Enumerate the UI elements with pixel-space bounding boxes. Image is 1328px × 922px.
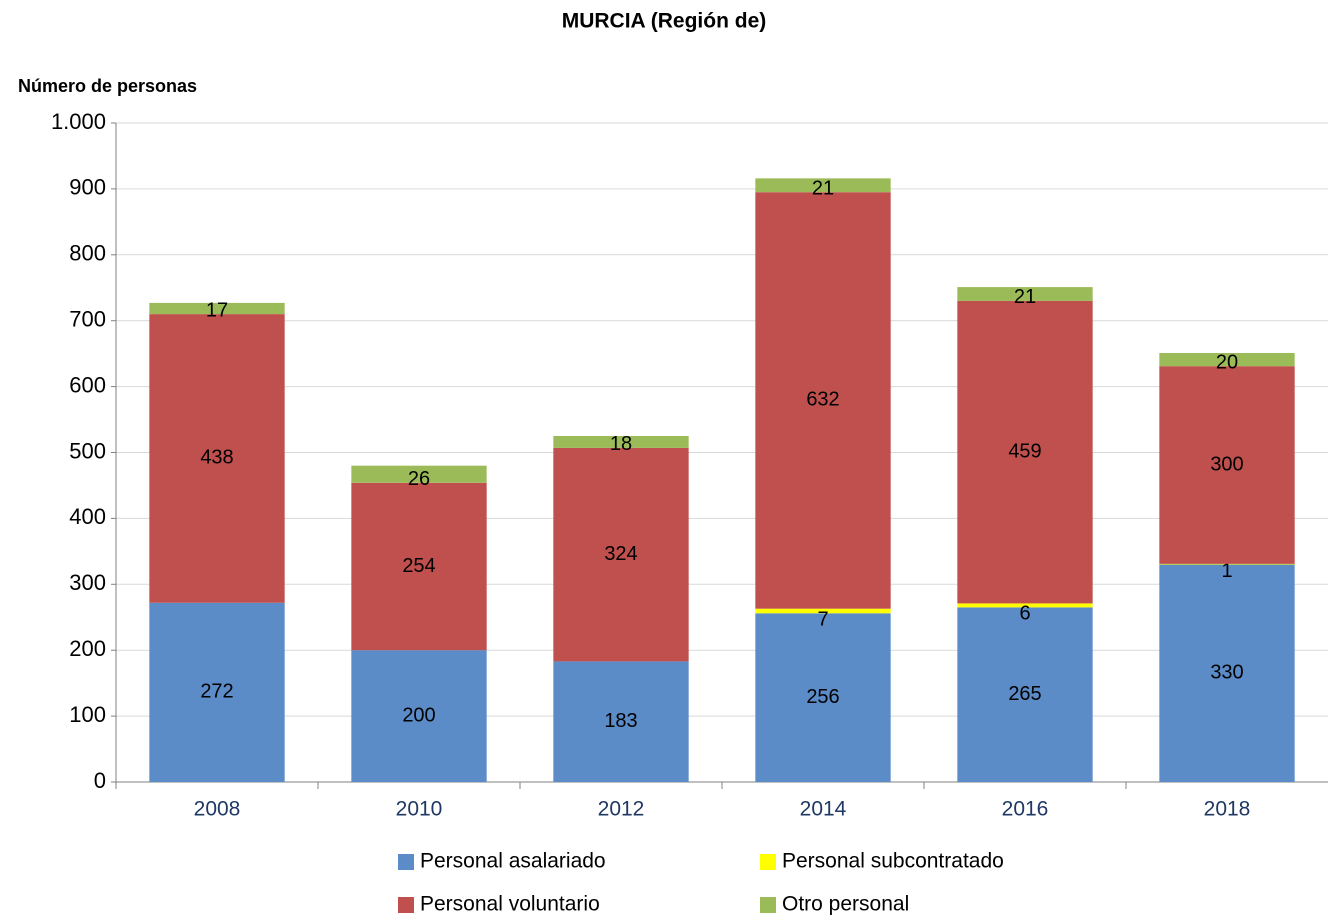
bar-segment — [957, 287, 1093, 301]
bar-segment — [1159, 563, 1295, 565]
bar-segment — [1159, 352, 1295, 367]
bar-segment — [957, 607, 1093, 782]
x-tick-label: 2016 — [1002, 798, 1049, 821]
y-tick-label: 1.000 — [51, 109, 106, 134]
data-label: 183 — [604, 710, 637, 732]
legend-label: Personal asalariado — [420, 850, 606, 873]
data-label: 26 — [408, 468, 430, 490]
data-label: 265 — [1008, 683, 1041, 705]
legend-swatch — [398, 854, 414, 870]
data-label: 300 — [1210, 453, 1243, 475]
y-axis-label: Número de personas — [18, 76, 197, 96]
legend-label: Personal subcontratado — [782, 850, 1004, 873]
x-tick-label: 2010 — [396, 798, 443, 821]
data-label: 6 — [1019, 603, 1030, 625]
y-tick-label: 0 — [94, 768, 106, 793]
data-label: 330 — [1210, 662, 1243, 684]
y-tick-label: 700 — [69, 307, 106, 332]
y-tick-label: 600 — [69, 372, 106, 397]
legend-swatch — [760, 854, 776, 870]
bar-segment — [553, 447, 689, 662]
data-label: 438 — [200, 447, 233, 469]
bar-segment — [957, 300, 1093, 604]
bar-segment — [1159, 564, 1295, 782]
bar-segment — [957, 603, 1093, 608]
data-label: 20 — [1216, 351, 1238, 373]
data-label: 272 — [200, 681, 233, 703]
data-label: 459 — [1008, 440, 1041, 462]
y-tick-label: 500 — [69, 438, 106, 463]
data-label: 18 — [610, 433, 632, 455]
data-label: 21 — [812, 177, 834, 199]
legend-label: Otro personal — [782, 893, 909, 916]
data-label: 7 — [817, 609, 828, 631]
bar-segment — [553, 436, 689, 448]
bar-segment — [149, 302, 285, 315]
data-label: 324 — [604, 543, 637, 565]
bar-segment — [149, 602, 285, 782]
x-tick-label: 2012 — [598, 798, 645, 821]
x-tick-label: 2014 — [800, 798, 847, 821]
data-label: 21 — [1014, 286, 1036, 308]
bar-segment — [755, 608, 891, 614]
bar-segment — [755, 192, 891, 609]
bar-segment — [351, 650, 487, 782]
bar-segment — [553, 661, 689, 782]
legend-label: Personal voluntario — [420, 893, 600, 916]
data-label: 632 — [806, 389, 839, 411]
bar-segment — [149, 314, 285, 603]
x-tick-label: 2018 — [1204, 798, 1251, 821]
x-tick-label: 2008 — [194, 798, 241, 821]
y-tick-label: 100 — [69, 702, 106, 727]
data-label: 17 — [206, 299, 228, 321]
data-label: 200 — [402, 704, 435, 726]
y-tick-label: 900 — [69, 175, 106, 200]
bar-segment — [755, 613, 891, 782]
y-tick-label: 300 — [69, 570, 106, 595]
bar-segment — [351, 465, 487, 483]
data-label: 256 — [806, 686, 839, 708]
bar-segment — [755, 178, 891, 193]
y-tick-label: 800 — [69, 241, 106, 266]
y-tick-label: 200 — [69, 636, 106, 661]
legend-swatch — [760, 897, 776, 913]
legend-swatch — [398, 897, 414, 913]
chart-title: MURCIA (Región de) — [562, 10, 767, 33]
data-label: 1 — [1221, 560, 1232, 582]
data-label: 254 — [402, 555, 435, 577]
bar-segment — [351, 482, 487, 651]
bar-segment — [1159, 366, 1295, 564]
y-tick-label: 400 — [69, 504, 106, 529]
